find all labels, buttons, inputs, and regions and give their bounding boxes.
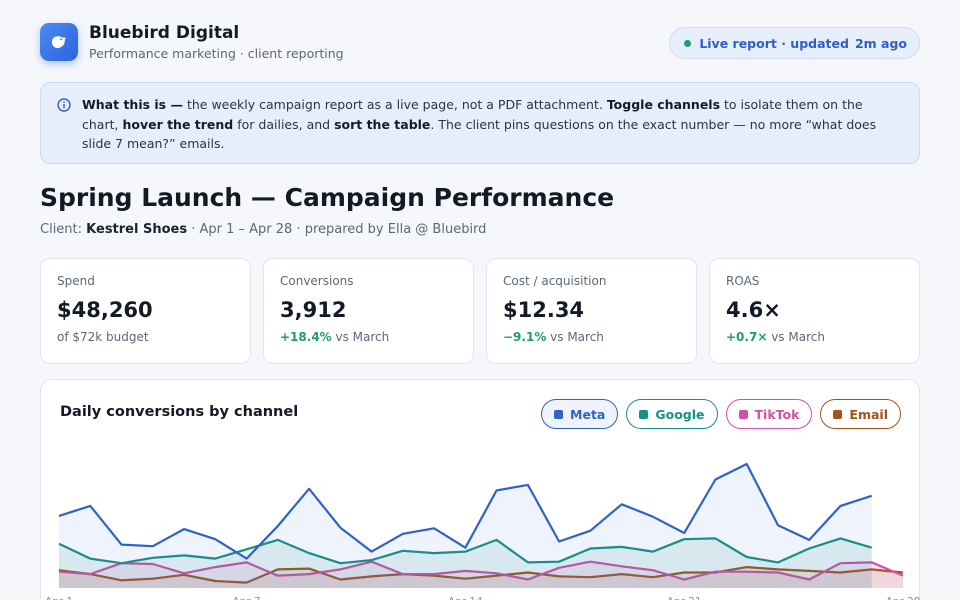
series-line-email[interactable]: [58, 566, 904, 584]
kpi-note: of $72k budget: [57, 330, 149, 344]
series-area-tiktok: [59, 561, 903, 588]
toggle-label: Meta: [570, 406, 606, 422]
kpi-card-spend: Spend $48,260 of $72k budget: [40, 258, 251, 364]
live-status-text: Live report · updated: [699, 35, 849, 51]
kpi-value: 3,912: [280, 298, 347, 322]
toggle-meta[interactable]: Meta: [541, 399, 619, 429]
info-bold-sort: sort the table: [334, 116, 431, 132]
info-text-3: for dailies, and: [233, 116, 335, 132]
x-tick-label: Apr 1: [45, 596, 73, 600]
conversions-chart[interactable]: Apr 1 Apr 7 Apr 14 Apr 21 Apr 28: [41, 380, 921, 600]
toggle-label: Google: [655, 406, 705, 422]
client-label: Client:: [40, 222, 87, 237]
meta-swatch-icon: [554, 409, 564, 419]
x-tick-label: Apr 21: [667, 596, 702, 600]
series-line-meta[interactable]: [58, 462, 873, 560]
kpi-delta: +0.7×: [726, 330, 768, 344]
toggle-google[interactable]: Google: [626, 399, 718, 429]
kpi-compare: vs March: [546, 330, 604, 344]
x-tick-label: Apr 28: [886, 596, 921, 600]
toggle-label: Email: [849, 406, 888, 422]
kpi-compare: vs March: [331, 330, 390, 344]
toggle-tiktok[interactable]: TikTok: [725, 399, 813, 429]
series-line-google[interactable]: [58, 537, 873, 565]
info-bold-hover: hover the trend: [122, 116, 234, 132]
kpi-delta: −9.1%: [503, 330, 547, 344]
kpi-card-conversions: Conversions 3,912 +18.4% vs March: [263, 258, 474, 364]
tiktok-swatch-icon: [738, 409, 748, 419]
series-area-meta: [59, 464, 872, 588]
kpi-delta: +18.4%: [280, 330, 332, 344]
kpi-label: Spend: [57, 274, 95, 288]
kpi-note: −9.1% vs March: [503, 330, 696, 344]
kpi-label: ROAS: [726, 274, 760, 288]
brand-name: Bluebird Digital: [89, 23, 240, 43]
email-swatch-icon: [833, 409, 843, 419]
chart-title: Daily conversions by channel: [60, 404, 299, 420]
info-icon: [57, 98, 71, 112]
info-text-2: to isolate them on the chart,: [82, 97, 863, 132]
bird-icon: [40, 22, 78, 61]
channel-toggles: Meta Google TikTok Email: [541, 399, 901, 429]
live-status-badge[interactable]: Live report · updated 2m ago: [669, 27, 920, 59]
kpi-note: +0.7× vs March: [726, 330, 919, 344]
kpi-value: $48,260: [57, 298, 153, 322]
updated-ago: 2m ago: [854, 35, 907, 51]
chart-card: Apr 1 Apr 7 Apr 14 Apr 21 Apr 28 Daily conve…: [40, 379, 920, 600]
kpi-value: 4.6×: [726, 298, 781, 322]
kpi-compare: vs March: [767, 330, 825, 344]
kpi-label: Cost / acquisition: [503, 274, 607, 288]
info-banner: What this is — the weekly campaign repor…: [40, 82, 920, 164]
toggle-label: TikTok: [754, 406, 800, 422]
x-tick-label: Apr 7: [232, 596, 260, 600]
info-bold-toggle: Toggle channels: [606, 97, 721, 112]
kpi-card-cpa: Cost / acquisition $12.34 −9.1% vs March: [486, 258, 697, 364]
report-meta: Client: Kestrel Shoes · Apr 1 – Apr 28 ·…: [40, 222, 486, 237]
live-dot-icon: [684, 39, 692, 47]
info-text-1: the weekly campaign report as a live pag…: [182, 97, 607, 112]
info-lead: What this is —: [82, 97, 183, 112]
app-header: Bluebird Digital Performance marketing ·…: [40, 22, 344, 61]
report-period: · Apr 1 – Apr 28 · prepared by Ella @ Bl…: [187, 222, 487, 237]
info-text-4: . The client pins questions on the exact…: [82, 116, 877, 152]
series-area-google: [59, 538, 872, 588]
kpi-label: Conversions: [280, 274, 354, 288]
x-tick-label: Apr 14: [448, 596, 483, 600]
kpi-value: $12.34: [503, 298, 585, 322]
kpi-note: +18.4% vs March: [280, 330, 473, 344]
google-swatch-icon: [639, 409, 649, 419]
page-title: Spring Launch — Campaign Performance: [40, 183, 615, 212]
kpi-card-roas: ROAS 4.6× +0.7× vs March: [709, 258, 920, 364]
client-name: Kestrel Shoes: [86, 222, 188, 237]
series-line-tiktok[interactable]: [58, 560, 904, 581]
brand-subtitle: Performance marketing · client reporting: [89, 46, 344, 61]
toggle-email[interactable]: Email: [820, 399, 901, 429]
